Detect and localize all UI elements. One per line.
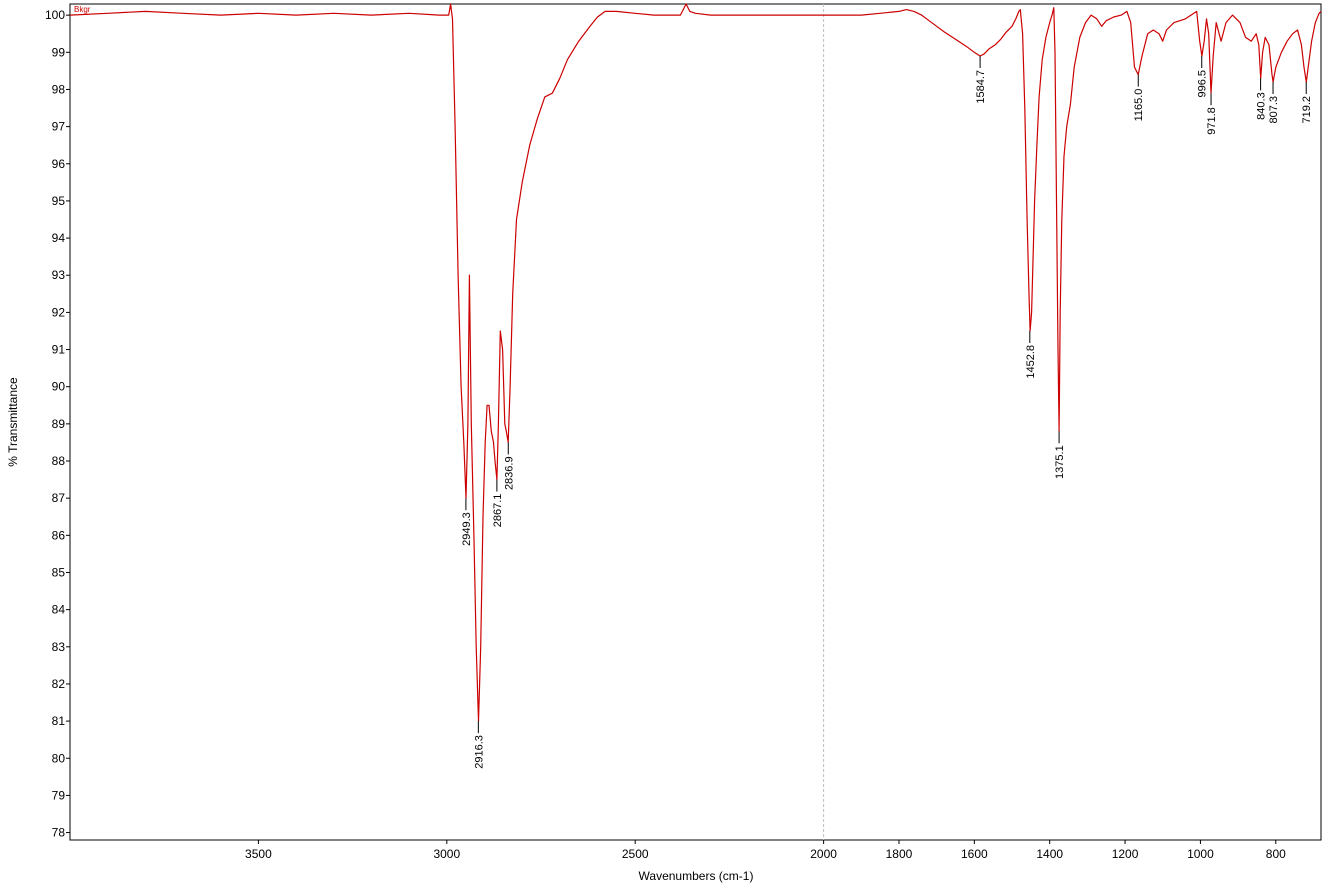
peak-label: 2949.3 (461, 512, 473, 546)
x-tick-label: 2000 (810, 847, 837, 861)
x-axis-ticks: 3500 3000 2500 2000 1800 1600 1400 1200 1000 800 (245, 840, 1286, 861)
peak-label: 2916.3 (473, 735, 485, 769)
x-tick-label: 1600 (961, 847, 988, 861)
peak-label: 1452.8 (1025, 345, 1037, 379)
y-tick-label: 83 (52, 640, 66, 654)
y-tick-label: 98 (52, 82, 66, 96)
y-tick-label: 97 (52, 120, 66, 134)
y-tick-label: 94 (52, 231, 66, 245)
series-group (69, 3, 1322, 722)
peak-label: 996.5 (1197, 70, 1209, 98)
y-tick-label: 100 (45, 8, 65, 22)
peak-label: 1375.1 (1054, 445, 1066, 479)
x-axis-title: Wavenumbers (cm-1) (639, 869, 754, 883)
y-tick-label: 85 (52, 565, 66, 579)
peak-label: 807.3 (1268, 96, 1280, 124)
peak-label: 1165.0 (1133, 89, 1145, 122)
y-tick-label: 96 (52, 157, 66, 171)
y-tick-label: 99 (52, 45, 66, 59)
y-tick-label: 79 (52, 788, 66, 802)
x-tick-label: 1200 (1112, 847, 1139, 861)
peak-label: 719.2 (1301, 96, 1313, 124)
y-tick-label: 89 (52, 417, 66, 431)
y-tick-label: 91 (52, 343, 66, 357)
peak-annotations: 2949.3 2916.3 2867.1 2836.9 1584.7 1452.8 1375… (461, 56, 1313, 769)
y-tick-label: 78 (52, 826, 66, 840)
y-tick-label: 81 (52, 714, 66, 728)
y-axis-title: % Transmittance (6, 377, 20, 467)
plot-frame (69, 3, 1322, 841)
x-tick-label: 3000 (433, 847, 460, 861)
legend-tag: Bkgr (74, 5, 91, 14)
y-tick-label: 95 (52, 194, 66, 208)
y-tick-label: 87 (52, 491, 66, 505)
peak-label: 971.8 (1206, 107, 1218, 135)
y-tick-label: 90 (52, 380, 66, 394)
plot-border (69, 3, 1322, 841)
x-tick-label: 800 (1266, 847, 1286, 861)
y-tick-label: 80 (52, 751, 66, 765)
y-tick-label: 86 (52, 528, 66, 542)
y-tick-label: 92 (52, 305, 66, 319)
x-tick-label: 1000 (1187, 847, 1214, 861)
peak-label: 1584.7 (975, 70, 987, 104)
spectrum-line (69, 3, 1322, 722)
peak-label: 840.3 (1256, 92, 1268, 120)
y-tick-label: 82 (52, 677, 66, 691)
x-tick-label: 2500 (622, 847, 649, 861)
x-tick-label: 3500 (245, 847, 272, 861)
x-tick-label: 1400 (1036, 847, 1063, 861)
y-tick-label: 93 (52, 268, 66, 282)
y-axis-ticks: 78 79 80 81 82 83 84 85 86 87 88 89 90 91 92 93 94 95 96 97… (45, 8, 70, 840)
x-tick-label: 1800 (886, 847, 913, 861)
y-tick-label: 88 (52, 454, 66, 468)
y-tick-label: 84 (52, 603, 66, 617)
peak-label: 2836.9 (503, 456, 515, 490)
peak-label: 2867.1 (492, 494, 504, 528)
